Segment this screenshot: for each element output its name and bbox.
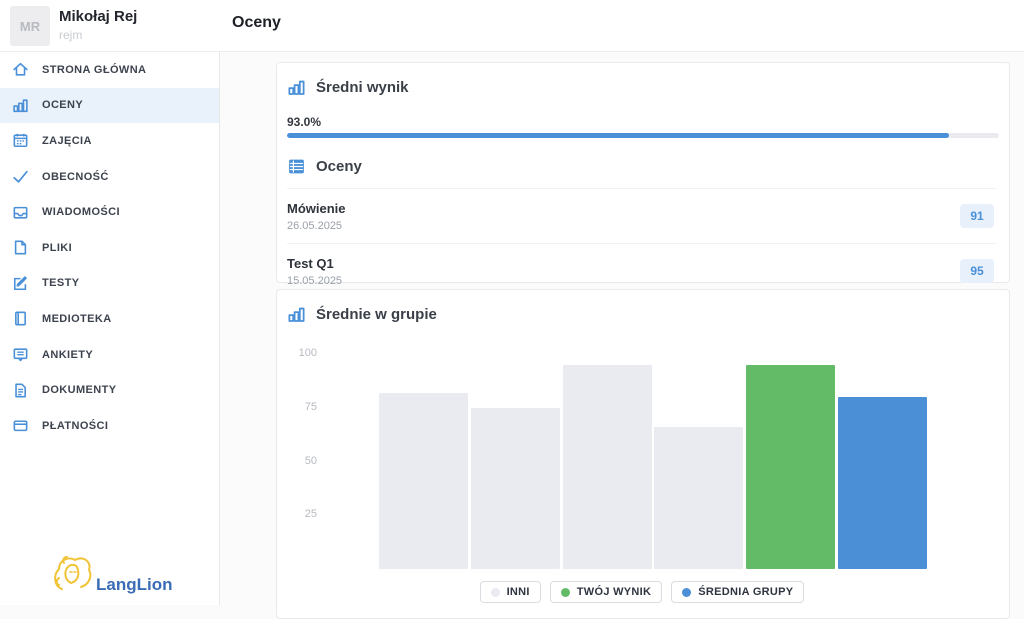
sidebar-item-label: WIADOMOŚCI <box>42 206 120 219</box>
sidebar-item-label: ANKIETY <box>42 348 94 361</box>
average-score-value: 93.0% <box>287 115 322 129</box>
legend-item[interactable]: INNI <box>479 581 541 603</box>
group-averages-card: Średnie w grupie 100 75 50 25 INNI TWÓJ WYNI… <box>276 289 1010 619</box>
check-icon <box>13 170 28 183</box>
average-score-card: Średni wynik 93.0% Oceny Mówienie 26.05.… <box>276 62 1010 287</box>
avatar[interactable]: MR <box>10 6 50 46</box>
calendar-icon <box>13 134 28 148</box>
user-name: Mikołaj Rej <box>59 8 138 25</box>
bar-chart-icon <box>288 307 305 322</box>
sidebar-item-obecnosc[interactable]: OBECNOŚĆ <box>0 159 219 195</box>
edit-icon <box>13 276 27 290</box>
sidebar-item-wiadomosci[interactable]: WIADOMOŚCI <box>0 194 219 230</box>
chart-bar <box>470 407 560 569</box>
average-progress-bar <box>287 133 999 138</box>
legend-dot <box>682 587 692 597</box>
y-axis-tick: 25 <box>304 508 317 521</box>
bar-chart-icon <box>13 99 28 113</box>
user-login: rejm <box>59 28 83 42</box>
legend-label: ŚREDNIA GRUPY <box>698 586 794 598</box>
home-icon <box>13 63 28 76</box>
sidebar-item-label: OCENY <box>42 99 84 112</box>
sidebar-item-platnosci[interactable]: PŁATNOŚCI <box>0 408 219 444</box>
file-icon <box>14 240 27 255</box>
chart-bar <box>838 397 927 569</box>
legend-item[interactable]: TWÓJ WYNIK <box>549 581 663 603</box>
wallet-icon <box>13 420 28 432</box>
legend-dot <box>490 587 500 597</box>
sidebar-item-label: ZAJĘCIA <box>42 134 92 147</box>
page-title: Oceny <box>232 14 281 31</box>
score-badge: 95 <box>960 259 994 283</box>
legend-dot <box>560 587 570 597</box>
y-axis-tick: 75 <box>304 400 317 413</box>
y-axis-tick: 50 <box>304 454 317 467</box>
inbox-icon <box>13 206 28 219</box>
grade-title: Mówienie <box>287 200 346 216</box>
chart-bar <box>654 427 744 569</box>
legend-label: INNI <box>506 586 530 598</box>
sidebar-item-label: OBECNOŚĆ <box>42 170 109 183</box>
document-icon <box>15 383 26 398</box>
sidebar-item-pliki[interactable]: PLIKI <box>0 230 219 266</box>
chart-bar <box>746 364 836 569</box>
grade-row[interactable]: Mówienie 26.05.2025 91 <box>287 188 997 243</box>
survey-icon <box>13 348 28 362</box>
bar-chart-icon <box>288 80 305 95</box>
sidebar-item-medioteka[interactable]: MEDIOTEKA <box>0 301 219 337</box>
sidebar-item-label: TESTY <box>42 277 80 290</box>
sidebar-item-zajecia[interactable]: ZAJĘCIA <box>0 123 219 159</box>
average-progress-fill <box>287 133 950 138</box>
chart-bar <box>379 392 468 569</box>
sidebar-item-strona-glowna[interactable]: STRONA GŁÓWNA <box>0 52 219 88</box>
logo-text: LangLion <box>96 575 173 594</box>
grade-date: 15.05.2025 <box>287 274 343 287</box>
langlion-logo[interactable]: LangLion <box>50 551 172 597</box>
main-content: Średni wynik 93.0% Oceny Mówienie 26.05.… <box>221 52 1024 619</box>
chart-legend: INNI TWÓJ WYNIK ŚREDNIA GRUPY <box>287 581 997 603</box>
sidebar-item-oceny[interactable]: OCENY <box>0 87 219 124</box>
sidebar-item-ankiety[interactable]: ANKIETY <box>0 337 219 373</box>
chart-plot: 100 75 50 25 <box>287 339 997 569</box>
sidebar-item-label: STRONA GŁÓWNA <box>42 63 147 76</box>
sidebar-item-label: PLIKI <box>42 241 73 254</box>
top-header: MR Mikołaj Rej rejm Oceny <box>0 0 1024 52</box>
lion-icon <box>54 556 92 590</box>
sidebar-item-label: DOKUMENTY <box>42 384 117 397</box>
table-icon <box>289 159 304 173</box>
legend-item[interactable]: ŚREDNIA GRUPY <box>671 581 805 603</box>
grade-row[interactable]: Test Q1 15.05.2025 95 <box>287 243 997 298</box>
average-score-title: Średni wynik <box>316 78 409 96</box>
book-icon <box>15 311 26 326</box>
grade-title: Test Q1 <box>287 255 334 271</box>
y-axis-tick: 100 <box>298 347 317 359</box>
grades-title: Oceny <box>316 157 362 175</box>
sidebar: STRONA GŁÓWNA OCENY ZAJĘCIA OBECNOŚĆ WIA… <box>0 52 220 605</box>
user-menu[interactable]: MR Mikołaj Rej rejm <box>10 6 137 46</box>
grades-list: Mówienie 26.05.2025 91 Test Q1 15.05.202… <box>287 188 997 298</box>
sidebar-item-label: MEDIOTEKA <box>42 312 112 325</box>
legend-label: TWÓJ WYNIK <box>576 586 652 598</box>
sidebar-item-label: PŁATNOŚCI <box>42 419 109 432</box>
group-averages-title: Średnie w grupie <box>316 305 437 323</box>
sidebar-item-testy[interactable]: TESTY <box>0 266 219 302</box>
grade-date: 26.05.2025 <box>287 219 343 232</box>
sidebar-item-dokumenty[interactable]: DOKUMENTY <box>0 372 219 408</box>
score-badge: 91 <box>960 204 994 228</box>
chart-bar <box>562 364 652 569</box>
